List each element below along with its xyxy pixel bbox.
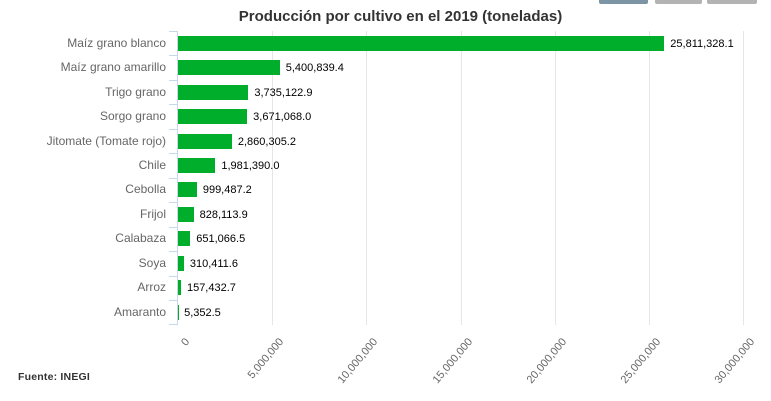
value-label: 5,400,839.4 [285,62,344,75]
value-label: 3,735,122.9 [254,86,313,99]
bar[interactable] [178,109,248,125]
category-axis-tick [169,55,177,57]
category-axis-tick [169,202,177,204]
category-label: Soya [138,255,166,270]
category-axis-tick [169,128,177,130]
category-axis-tick [169,226,177,228]
category-label: Amaranto [113,304,166,319]
bar[interactable] [178,280,181,296]
category-label: Cebolla [125,182,166,197]
value-label: 999,487.2 [202,184,252,197]
value-label: 310,411.6 [189,257,238,270]
value-label: 1,981,390.0 [221,159,280,172]
bar[interactable] [178,157,216,173]
category-label: Maíz grano blanco [67,35,166,50]
source-note: Fuente: INEGI [18,371,91,383]
category-label: Trigo grano [105,84,166,99]
bar[interactable] [178,133,232,149]
category-label: Chile [138,157,166,172]
cutoff-button-3[interactable] [707,0,757,4]
category-axis-line [177,31,178,325]
value-axis-tick-label: 0 [179,336,193,349]
chart-title: Producción por cultivo en el 2019 (tonel… [238,8,563,25]
category-axis-tick [169,251,177,253]
category-axis-tick [169,177,177,179]
value-label: 2,860,305.2 [237,135,296,148]
gridline [743,31,745,325]
category-axis-tick [169,153,177,155]
gridline [272,31,274,325]
value-label: 3,671,068.0 [253,111,312,124]
category-axis-tick [169,299,177,301]
category-label: Calabaza [115,231,166,246]
gridline [366,31,368,325]
bar[interactable] [178,60,280,76]
category-axis-tick [169,275,177,277]
category-axis-tick [169,79,177,81]
bar[interactable] [178,182,197,198]
cutoff-button-2[interactable] [655,0,702,4]
cutoff-button-1[interactable] [599,0,648,4]
bar[interactable] [178,231,191,247]
bar[interactable] [178,206,194,222]
gridline [649,31,650,325]
bar[interactable] [178,35,665,51]
category-label: Arroz [137,280,166,295]
category-label: Maíz grano amarillo [60,60,166,75]
category-label: Jitomate (Tomate rojo) [46,133,166,148]
gridline [460,31,462,325]
category-axis-tick [169,324,177,326]
value-label: 828,113.9 [199,208,248,221]
category-axis-tick [169,104,177,106]
value-label: 651,066.5 [196,233,246,246]
gridline [554,31,556,325]
bar[interactable] [178,84,249,100]
category-label: Frijol [140,206,166,221]
value-label: 25,811,328.1 [670,37,734,50]
category-label: Sorgo grano [99,109,166,124]
value-label: 5,352.5 [184,306,221,319]
category-axis-tick [169,31,177,32]
value-label: 157,432.7 [186,282,236,295]
bar[interactable] [178,255,184,271]
